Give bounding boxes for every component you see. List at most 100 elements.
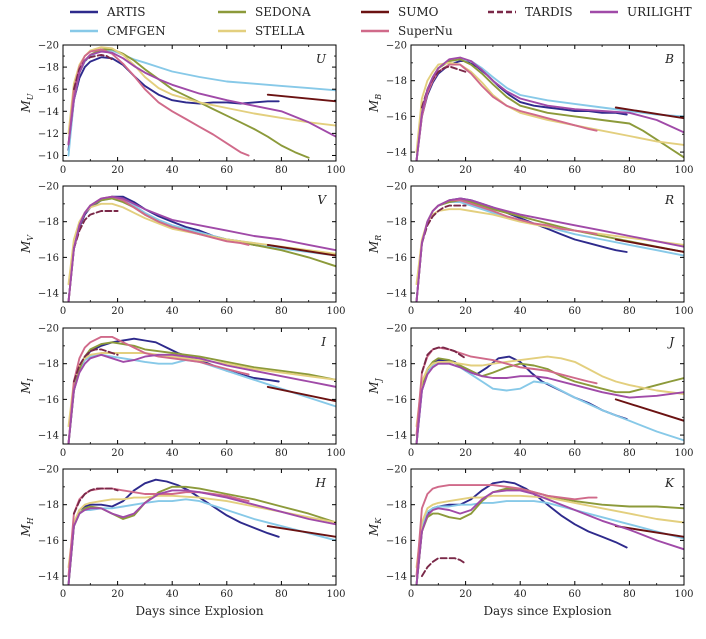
- series-line-sumo: [614, 525, 684, 538]
- y-axis-label-base: M: [367, 381, 381, 395]
- series-line-stella: [67, 494, 336, 569]
- legend-label: STELLA: [255, 24, 305, 38]
- series-line-supernu: [67, 48, 250, 157]
- y-axis-label-base: M: [19, 381, 33, 395]
- y-axis-label-subscript: H: [26, 516, 35, 525]
- x-tick-label: 40: [166, 165, 179, 176]
- y-tick-label: −14: [38, 572, 59, 583]
- series-line-sumo: [614, 106, 684, 120]
- x-tick-label: 20: [111, 589, 124, 600]
- x-tick-label: 100: [674, 165, 693, 176]
- x-tick-label: 60: [220, 165, 233, 176]
- legend-item-stella: STELLA: [218, 24, 305, 38]
- series-line-sumo: [614, 398, 684, 422]
- y-tick-label: −16: [38, 253, 59, 264]
- band-label: J: [666, 335, 675, 349]
- legend-label: TARDIS: [525, 5, 573, 19]
- series-line-stella: [67, 46, 336, 135]
- series-line-urilight: [67, 489, 336, 585]
- y-tick-label: −20: [38, 182, 59, 193]
- legend-item-sedona: SEDONA: [218, 5, 311, 19]
- x-tick-label: 80: [623, 448, 636, 459]
- series-line-supernu: [415, 63, 598, 161]
- y-axis-label-subscript: K: [374, 517, 383, 525]
- legend: ARTIS CMFGEN SEDONA STELLA SUMO SuperNu TARDIS…: [70, 5, 692, 38]
- y-tick-label: −16: [38, 85, 59, 96]
- y-tick-label: −14: [386, 289, 407, 300]
- x-tick-label: 20: [111, 306, 124, 317]
- y-axis-label: MI: [19, 377, 35, 394]
- x-tick-label: 80: [275, 589, 288, 600]
- x-tick-label: 20: [111, 165, 124, 176]
- y-tick-label: −14: [386, 431, 407, 442]
- series-line-tardis: [72, 210, 119, 250]
- x-tick-label: 100: [326, 448, 345, 459]
- y-tick-label: −18: [38, 500, 59, 511]
- y-tick-label: −16: [38, 536, 59, 547]
- series-line-urilight: [415, 362, 684, 444]
- y-tick-label: −20: [386, 324, 407, 335]
- y-axis-label: MV: [19, 234, 35, 254]
- legend-label: ARTIS: [106, 5, 145, 19]
- y-axis-label-subscript: R: [374, 235, 383, 242]
- x-tick-label: 60: [220, 589, 233, 600]
- y-tick-label: −14: [386, 148, 407, 159]
- y-tick-label: −16: [38, 395, 59, 406]
- series-line-urilight: [67, 353, 336, 444]
- x-tick-label: 20: [459, 448, 472, 459]
- x-tick-label: 100: [326, 306, 345, 317]
- series-line-urilight: [415, 489, 684, 585]
- band-label: B: [664, 52, 674, 66]
- y-axis-label-subscript: J: [374, 377, 383, 383]
- x-tick-label: 20: [111, 448, 124, 459]
- y-tick-label: −18: [386, 217, 407, 228]
- x-tick-label: 40: [514, 589, 527, 600]
- y-axis-label-base: M: [367, 240, 381, 254]
- x-tick-label: 60: [220, 448, 233, 459]
- y-tick-label: −10: [38, 151, 59, 162]
- y-axis-label-base: M: [367, 523, 381, 537]
- x-tick-label: 60: [568, 306, 581, 317]
- y-axis-label: MU: [19, 93, 35, 113]
- x-tick-label: 80: [275, 306, 288, 317]
- x-tick-label: 0: [60, 589, 66, 600]
- band-label: H: [315, 476, 327, 490]
- y-tick-label: −14: [38, 431, 59, 442]
- x-tick-label: 0: [60, 448, 66, 459]
- series-line-stella: [415, 208, 684, 286]
- y-axis-label: MB: [367, 94, 383, 113]
- x-tick-label: 40: [514, 306, 527, 317]
- y-tick-label: −16: [386, 253, 407, 264]
- x-tick-label: 100: [326, 589, 345, 600]
- y-axis-label-base: M: [19, 524, 33, 538]
- x-tick-label: 40: [166, 448, 179, 459]
- x-tick-label: 80: [623, 306, 636, 317]
- x-tick-label: 0: [60, 165, 66, 176]
- series-line-sumo: [266, 243, 336, 257]
- series-line-sedona: [415, 58, 684, 161]
- y-tick-label: −20: [386, 182, 407, 193]
- x-tick-label: 40: [166, 589, 179, 600]
- x-tick-label: 100: [326, 165, 345, 176]
- series-line-artis: [67, 478, 280, 585]
- series-group: [67, 195, 336, 302]
- legend-item-tardis: TARDIS: [488, 5, 573, 19]
- x-tick-label: 80: [275, 165, 288, 176]
- series-line-stella: [415, 355, 684, 428]
- series-line-tardis: [420, 204, 467, 245]
- y-tick-label: −14: [38, 107, 59, 118]
- x-tick-label: 20: [459, 589, 472, 600]
- series-line-tardis: [420, 557, 467, 578]
- y-tick-label: −18: [386, 359, 407, 370]
- band-label: R: [664, 193, 674, 207]
- series-line-tardis: [72, 487, 119, 515]
- y-axis-label-subscript: V: [26, 234, 35, 241]
- legend-label: SuperNu: [398, 24, 453, 38]
- series-line-tardis: [420, 346, 467, 374]
- y-tick-label: −20: [386, 465, 407, 476]
- series-group: [415, 56, 684, 161]
- y-axis-label: MH: [19, 516, 35, 537]
